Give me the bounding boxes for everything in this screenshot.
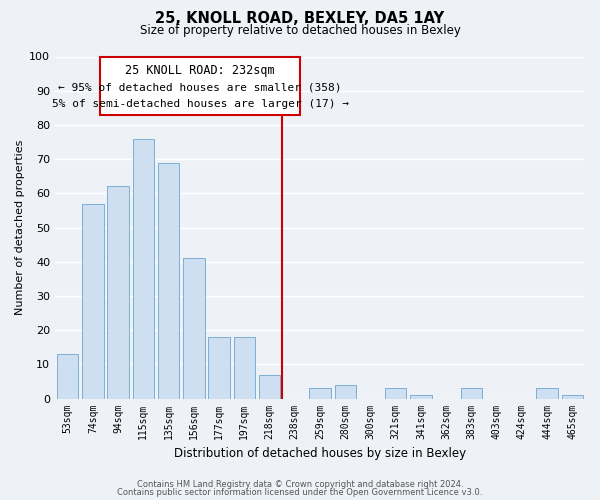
FancyBboxPatch shape xyxy=(100,56,300,114)
Text: Size of property relative to detached houses in Bexley: Size of property relative to detached ho… xyxy=(140,24,460,37)
Bar xyxy=(233,337,255,398)
Bar xyxy=(208,337,230,398)
Text: ← 95% of detached houses are smaller (358): ← 95% of detached houses are smaller (35… xyxy=(58,82,342,92)
Bar xyxy=(82,204,104,398)
Bar xyxy=(133,138,154,398)
Bar xyxy=(461,388,482,398)
Bar xyxy=(183,258,205,398)
Bar xyxy=(259,374,280,398)
Bar xyxy=(158,162,179,398)
Bar xyxy=(309,388,331,398)
Text: 5% of semi-detached houses are larger (17) →: 5% of semi-detached houses are larger (1… xyxy=(52,100,349,110)
Bar xyxy=(57,354,79,399)
Bar xyxy=(410,395,431,398)
Text: Contains public sector information licensed under the Open Government Licence v3: Contains public sector information licen… xyxy=(118,488,482,497)
Bar xyxy=(562,395,583,398)
Bar xyxy=(335,385,356,398)
X-axis label: Distribution of detached houses by size in Bexley: Distribution of detached houses by size … xyxy=(174,447,466,460)
Bar xyxy=(385,388,406,398)
Text: Contains HM Land Registry data © Crown copyright and database right 2024.: Contains HM Land Registry data © Crown c… xyxy=(137,480,463,489)
Text: 25, KNOLL ROAD, BEXLEY, DA5 1AY: 25, KNOLL ROAD, BEXLEY, DA5 1AY xyxy=(155,11,445,26)
Y-axis label: Number of detached properties: Number of detached properties xyxy=(15,140,25,315)
Bar xyxy=(107,186,129,398)
Bar xyxy=(536,388,558,398)
Text: 25 KNOLL ROAD: 232sqm: 25 KNOLL ROAD: 232sqm xyxy=(125,64,275,76)
